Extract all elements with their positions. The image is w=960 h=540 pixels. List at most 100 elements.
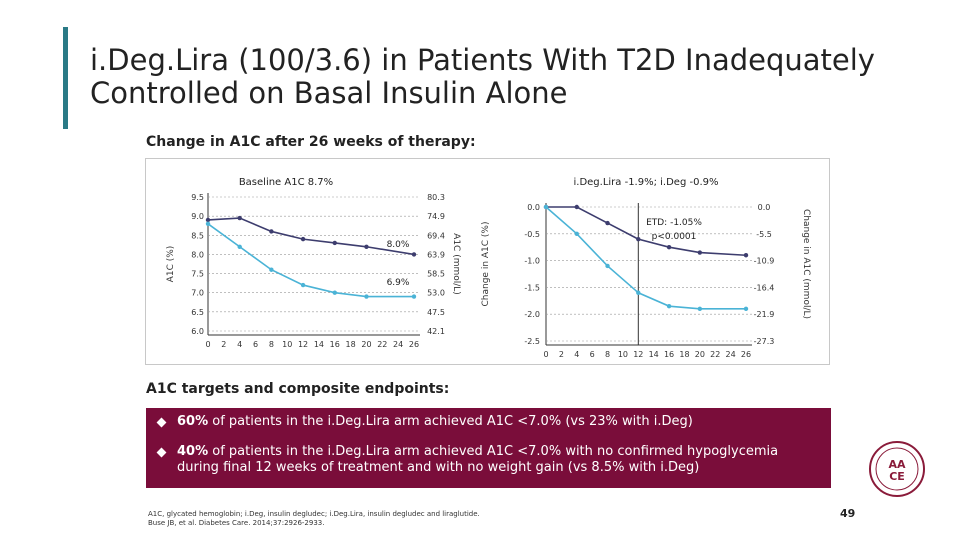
data-point bbox=[237, 244, 242, 249]
x-tick-label: 16 bbox=[330, 340, 340, 349]
y2-tick-label: 58.5 bbox=[427, 270, 445, 279]
x-tick-label: 12 bbox=[633, 350, 643, 359]
data-point bbox=[666, 303, 672, 309]
annotation-label: 8.0% bbox=[387, 240, 410, 250]
data-point bbox=[364, 244, 369, 249]
slide-title: i.Deg.Lira (100/3.6) in Patients With T2… bbox=[90, 43, 875, 110]
x-tick-label: 22 bbox=[710, 350, 720, 359]
x-tick-label: 10 bbox=[282, 340, 292, 349]
x-tick-label: 2 bbox=[559, 350, 564, 359]
data-point bbox=[743, 253, 749, 258]
y2-tick-label: -5.5 bbox=[756, 230, 772, 239]
y-tick-label: 7.5 bbox=[191, 270, 204, 279]
y-tick-label: 7.0 bbox=[191, 289, 204, 298]
x-tick-label: 20 bbox=[361, 340, 371, 349]
x-tick-label: 22 bbox=[377, 340, 387, 349]
data-point bbox=[300, 236, 306, 242]
data-point bbox=[332, 290, 337, 295]
x-tick-label: 6 bbox=[253, 340, 258, 349]
x-tick-label: 0 bbox=[205, 340, 210, 349]
y-tick-label: 6.0 bbox=[191, 327, 204, 336]
x-tick-label: 20 bbox=[695, 350, 705, 359]
footnote: A1C, glycated hemoglobin; i.Deg, insulin… bbox=[148, 510, 480, 528]
data-point bbox=[364, 294, 369, 299]
data-point bbox=[332, 240, 337, 246]
x-tick-label: 8 bbox=[269, 340, 274, 349]
x-tick-label: 4 bbox=[237, 340, 242, 349]
y-tick-label: 8.0 bbox=[191, 250, 204, 259]
y-tick-label: 6.5 bbox=[191, 308, 204, 317]
data-point bbox=[697, 250, 703, 255]
data-point bbox=[574, 204, 579, 210]
y-tick-label: -1.5 bbox=[524, 283, 540, 292]
diamond-bullet-icon bbox=[156, 417, 167, 428]
y2-tick-label: 0.0 bbox=[758, 203, 771, 212]
y-tick-label: -1.0 bbox=[524, 257, 540, 266]
endpoint-panel: 60% of patients in the i.Deg.Lira arm ac… bbox=[146, 408, 831, 488]
y-tick-label: 8.5 bbox=[191, 231, 204, 240]
chart-title: i.Deg.Lira -1.9%; i.Deg -0.9% bbox=[573, 177, 718, 188]
y2-tick-label: -10.9 bbox=[754, 257, 775, 266]
y2-axis-label: A1C (mmol/L) bbox=[451, 233, 461, 295]
y-tick-label: 9.5 bbox=[191, 193, 204, 202]
y-tick-label: -2.0 bbox=[524, 310, 540, 319]
data-point bbox=[697, 306, 703, 312]
y-axis-label: A1C (%) bbox=[166, 246, 176, 283]
data-point bbox=[543, 204, 549, 210]
y-tick-label: -0.5 bbox=[524, 230, 540, 239]
x-tick-label: 24 bbox=[393, 340, 403, 349]
x-tick-label: 4 bbox=[574, 350, 579, 359]
bullet-text: 60% of patients in the i.Deg.Lira arm ac… bbox=[177, 414, 693, 429]
y-axis-label: Change in A1C (%) bbox=[481, 222, 491, 307]
chart-subtitle: Change in A1C after 26 weeks of therapy: bbox=[146, 134, 476, 150]
data-point bbox=[269, 229, 274, 234]
svg-text:AA: AA bbox=[888, 458, 906, 471]
data-point bbox=[205, 217, 211, 223]
svg-text:CE: CE bbox=[889, 470, 905, 483]
y2-tick-label: 74.9 bbox=[427, 212, 445, 221]
figure-svg: Baseline A1C 8.7% 9.5 9.0 8.5 8.0 7.5 7.0 6.5 6.… bbox=[166, 177, 811, 359]
y2-tick-label: 42.1 bbox=[427, 327, 445, 336]
y2-tick-label: 47.5 bbox=[427, 308, 445, 317]
x-tick-label: 18 bbox=[346, 340, 356, 349]
x-tick-label: 18 bbox=[679, 350, 689, 359]
x-tick-label: 8 bbox=[605, 350, 610, 359]
section-title: A1C targets and composite endpoints: bbox=[146, 381, 450, 397]
data-point bbox=[666, 245, 672, 250]
data-point bbox=[605, 220, 610, 226]
data-point bbox=[636, 290, 641, 295]
data-point bbox=[237, 215, 242, 221]
diamond-bullet-icon bbox=[156, 447, 167, 458]
y2-tick-label: -27.3 bbox=[754, 337, 775, 346]
x-tick-label: 16 bbox=[664, 350, 674, 359]
data-point bbox=[743, 306, 749, 312]
x-tick-label: 14 bbox=[649, 350, 659, 359]
series-line bbox=[546, 206, 747, 257]
annotation-label: p<0.0001 bbox=[652, 232, 697, 242]
x-tick-label: 6 bbox=[590, 350, 595, 359]
footnote-definitions: A1C, glycated hemoglobin; i.Deg, insulin… bbox=[148, 510, 480, 518]
data-point bbox=[636, 236, 641, 242]
figure-panel: Baseline A1C 8.7% 9.5 9.0 8.5 8.0 7.5 7.0 6.5 6.… bbox=[145, 158, 830, 365]
annotation-label: 6.9% bbox=[387, 278, 410, 288]
y2-axis-label: Change in A1C (mmol/L) bbox=[801, 209, 811, 319]
y-tick-label: -2.5 bbox=[524, 337, 540, 346]
x-tick-label: 10 bbox=[618, 350, 628, 359]
x-tick-label: 12 bbox=[298, 340, 308, 349]
data-point bbox=[269, 267, 274, 272]
x-tick-label: 26 bbox=[409, 340, 419, 349]
page-number: 49 bbox=[840, 507, 856, 520]
series-line bbox=[207, 217, 415, 256]
accent-bar bbox=[63, 27, 68, 129]
bullet-item: 60% of patients in the i.Deg.Lira arm ac… bbox=[156, 414, 797, 430]
x-tick-label: 0 bbox=[543, 350, 548, 359]
chart-title: Baseline A1C 8.7% bbox=[239, 177, 333, 188]
aace-logo-icon: AA CE bbox=[869, 441, 925, 497]
data-point bbox=[205, 221, 211, 226]
y2-tick-label: 80.3 bbox=[427, 193, 445, 202]
x-tick-label: 2 bbox=[221, 340, 226, 349]
x-tick-label: 14 bbox=[314, 340, 324, 349]
data-point bbox=[300, 282, 306, 288]
x-tick-label: 24 bbox=[726, 350, 736, 359]
y2-tick-label: -16.4 bbox=[754, 283, 775, 292]
